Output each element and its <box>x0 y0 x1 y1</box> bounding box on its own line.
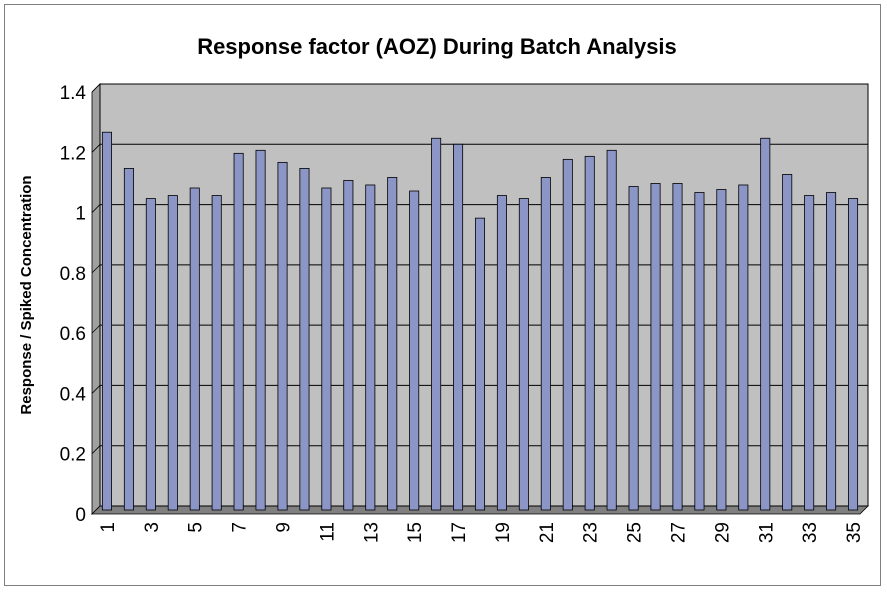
bar-33 <box>804 195 815 511</box>
y-gridline-depth <box>91 324 101 334</box>
bar-32 <box>782 174 793 511</box>
bar-9 <box>277 161 288 511</box>
bar-34 <box>826 192 837 511</box>
x-tick-label: 11 <box>317 522 338 542</box>
bar-31 <box>760 137 771 511</box>
bar-15 <box>409 190 420 511</box>
bar-23 <box>584 155 595 511</box>
bar-3 <box>145 198 156 511</box>
bar-12 <box>343 180 354 511</box>
x-tick-label: 5 <box>186 522 207 533</box>
bar-6 <box>211 195 222 511</box>
bar-13 <box>365 184 376 511</box>
y-tick-label: 0 <box>75 505 86 526</box>
plot-area: 00.20.40.60.811.21.41 3 5 7 9 11 13 15 17 19 21 23 2… <box>60 83 869 543</box>
y-tick-label: 1.4 <box>60 83 87 104</box>
bar-10 <box>299 167 310 511</box>
bar-28 <box>694 192 705 511</box>
bar-4 <box>167 195 178 511</box>
x-tick-label: 23 <box>581 522 602 543</box>
y-gridline-depth <box>91 264 101 274</box>
bar-8 <box>255 149 266 511</box>
bar-25 <box>628 186 639 511</box>
x-tick-label: 31 <box>756 522 777 543</box>
bar-7 <box>233 152 244 511</box>
y-gridline-depth <box>91 385 101 394</box>
bar-29 <box>716 189 727 511</box>
x-tick-label: 25 <box>625 522 646 543</box>
bar-30 <box>738 184 749 511</box>
y-tick-label: 0.8 <box>60 264 86 285</box>
bar-11 <box>321 187 332 511</box>
bar-2 <box>123 167 134 511</box>
x-tick-label: 7 <box>230 522 251 533</box>
x-tick-label: 15 <box>405 522 426 543</box>
y-gridline-depth <box>91 144 101 153</box>
bar-19 <box>496 195 507 511</box>
x-tick-label: 29 <box>712 522 733 543</box>
bar-1 <box>101 131 112 511</box>
bar-26 <box>650 183 661 511</box>
x-tick-label: 35 <box>844 522 865 543</box>
bar-14 <box>387 177 398 511</box>
y-tick-label: 1 <box>75 204 86 225</box>
x-tick-label: 21 <box>537 522 558 543</box>
y-tick-label: 0.4 <box>60 384 87 405</box>
x-tick-label: 1 <box>98 522 119 533</box>
x-tick-label: 17 <box>449 522 470 543</box>
bar-5 <box>189 187 200 511</box>
x-tick-label: 33 <box>800 522 821 543</box>
y-gridline-depth <box>91 83 101 93</box>
bar-20 <box>518 198 529 511</box>
x-tick-label: 9 <box>274 522 295 533</box>
y-gridline-depth <box>91 204 101 213</box>
chart-title: Response factor (AOZ) During Batch Analy… <box>197 34 677 59</box>
x-tick-label: 27 <box>668 522 689 543</box>
bar-17 <box>453 143 464 511</box>
y-tick-label: 0.2 <box>60 445 86 466</box>
bar-27 <box>672 183 683 511</box>
bar-24 <box>606 149 617 511</box>
x-tick-label: 3 <box>142 522 163 533</box>
y-gridline-depth <box>91 445 101 454</box>
bar-35 <box>848 198 859 511</box>
bar-18 <box>474 217 486 511</box>
bar-22 <box>562 158 573 511</box>
y-tick-label: 1.2 <box>60 143 86 164</box>
bar-16 <box>431 137 442 511</box>
y-axis-label: Response / Spiked Concentration <box>18 175 35 414</box>
y-tick-label: 0.6 <box>60 324 86 345</box>
x-tick-label: 13 <box>361 522 382 543</box>
bar-21 <box>540 177 551 511</box>
x-tick-label: 19 <box>493 522 514 543</box>
